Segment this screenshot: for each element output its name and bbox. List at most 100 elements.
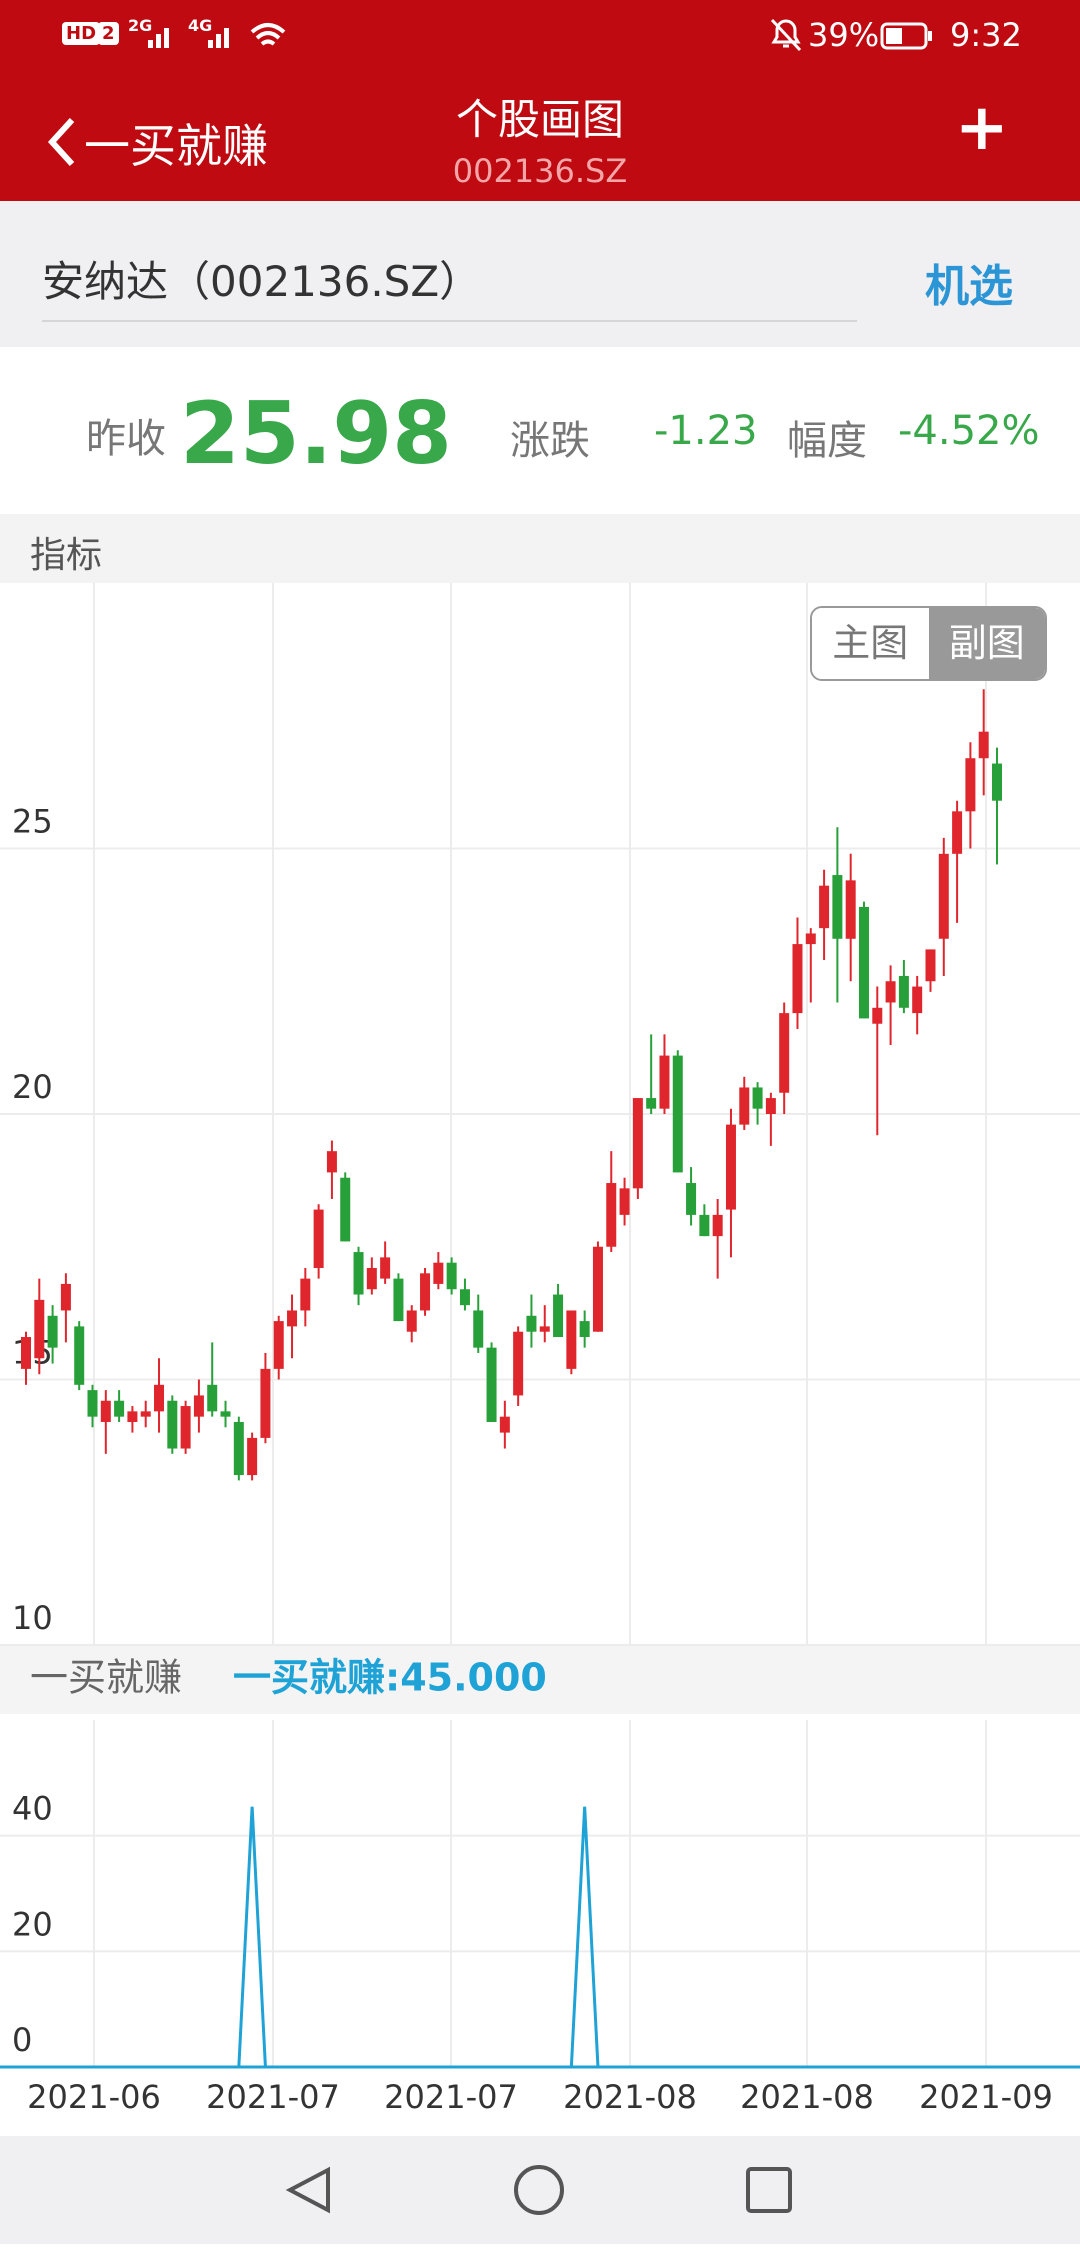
candle-body — [513, 1331, 524, 1396]
candle-body — [553, 1294, 564, 1338]
candle-body — [579, 1321, 590, 1338]
candle-body — [499, 1416, 510, 1433]
candle-body — [326, 1151, 337, 1173]
candle-body — [127, 1411, 138, 1422]
candle-body — [180, 1406, 191, 1449]
candle-body — [380, 1257, 391, 1279]
candle-body — [420, 1273, 431, 1311]
candle-body — [832, 875, 843, 939]
candle-body — [74, 1326, 85, 1385]
candle-body — [872, 1007, 883, 1024]
candle-body — [938, 853, 949, 939]
stock-name: 安纳达（002136.SZ） — [42, 257, 482, 306]
candle-body — [672, 1055, 683, 1173]
y-tick-label: 15 — [12, 1334, 53, 1372]
candle-body — [566, 1310, 577, 1369]
x-tick-label: 2021-07 — [384, 2078, 518, 2116]
candle-body — [340, 1177, 351, 1242]
candle-body — [459, 1289, 470, 1306]
candle-body — [114, 1400, 125, 1417]
y-tick-label: 0 — [12, 2021, 32, 2059]
candle-body — [353, 1252, 364, 1295]
candle-body — [699, 1214, 710, 1237]
back-icon[interactable] — [44, 116, 80, 168]
candle-body — [207, 1384, 218, 1412]
candle-body — [486, 1347, 497, 1422]
indicator-line — [26, 1806, 997, 2069]
candle-body — [765, 1098, 776, 1114]
indicator-header — [0, 1645, 1080, 1714]
search-row — [0, 201, 1080, 347]
candle-body — [779, 1013, 790, 1093]
candle-body — [898, 975, 909, 1008]
change-label: 涨跌 — [510, 418, 590, 464]
candle-body — [220, 1411, 231, 1417]
y-tick-label: 25 — [12, 803, 53, 841]
toggle-sub[interactable]: 副图 — [928, 608, 1045, 679]
x-tick-label: 2021-09 — [919, 2078, 1053, 2116]
signal-icons — [148, 23, 286, 48]
pct: -4.52% — [898, 408, 1040, 454]
candle-body — [154, 1384, 165, 1412]
y-tick-label: 20 — [12, 1905, 53, 1943]
candle-body — [739, 1087, 750, 1125]
y-tick-label: 20 — [12, 1068, 53, 1106]
pick-button[interactable]: 机选 — [925, 261, 1013, 312]
change: -1.23 — [654, 408, 758, 454]
candle-body — [686, 1183, 697, 1215]
candle-body — [473, 1310, 484, 1348]
candle-body — [167, 1400, 178, 1449]
candle-body — [712, 1214, 723, 1237]
back-label[interactable]: 一买就赚 — [84, 119, 268, 173]
candle-body — [965, 758, 976, 812]
battery-icons — [770, 18, 932, 52]
clock: 9:32 — [950, 16, 1022, 54]
candle-body — [273, 1321, 284, 1369]
candle-body — [952, 811, 963, 854]
chart-toggle: 主图 副图 — [810, 606, 1047, 681]
y-tick-label: 40 — [12, 1790, 53, 1828]
nav-back[interactable] — [285, 2166, 330, 2214]
candle-body — [406, 1310, 417, 1332]
network-label: 4G — [188, 16, 213, 35]
candle-body — [539, 1326, 550, 1332]
candle-body — [47, 1315, 58, 1348]
x-tick-label: 2021-06 — [27, 2078, 161, 2116]
nav-recent[interactable] — [746, 2167, 792, 2213]
pct-label: 幅度 — [787, 418, 867, 464]
candle-body — [845, 880, 856, 939]
candle-body — [433, 1262, 444, 1284]
candle-body — [992, 763, 1002, 801]
candle-body — [87, 1390, 98, 1417]
x-tick-label: 2021-08 — [563, 2078, 697, 2116]
candle-body — [300, 1278, 311, 1311]
charts: 10 15 20 25 0 20 40 一买就赚 一买就赚:45.000 2021-06 2021-… — [0, 583, 1080, 2116]
candle-body — [21, 1337, 31, 1369]
header-title: 个股画图 — [455, 95, 624, 144]
candle-body — [193, 1395, 204, 1417]
y-tick-label: 10 — [12, 1599, 53, 1637]
x-tick-label: 2021-08 — [740, 2078, 874, 2116]
candle-body — [313, 1209, 324, 1268]
battery-percent: 39% — [808, 16, 880, 54]
hd-badge: HD — [62, 22, 101, 45]
candle-body — [60, 1283, 71, 1311]
toggle-main[interactable]: 主图 — [812, 608, 929, 679]
candle-body — [632, 1098, 643, 1189]
candle-body — [606, 1183, 617, 1247]
nav-home[interactable] — [514, 2165, 564, 2215]
nav-icons — [285, 2165, 792, 2215]
candle-body — [140, 1411, 151, 1417]
candle-body — [592, 1246, 603, 1332]
add-button[interactable]: + — [955, 91, 1009, 165]
candle-body — [792, 944, 803, 1014]
candle-body — [659, 1055, 670, 1109]
candle-body — [287, 1310, 298, 1327]
sim-badge: 2 — [98, 22, 119, 45]
candle-body — [819, 885, 830, 929]
prev-close-label: 昨收 — [86, 416, 166, 462]
nav-bar — [0, 2136, 1080, 2244]
candle-body — [925, 949, 936, 982]
candle-body — [100, 1400, 111, 1422]
